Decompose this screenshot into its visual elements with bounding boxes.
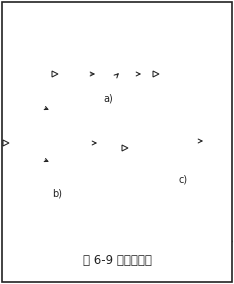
Polygon shape <box>122 145 128 151</box>
Bar <box>151 116 165 124</box>
Bar <box>168 129 188 153</box>
Bar <box>151 145 165 151</box>
Bar <box>40 165 54 173</box>
Circle shape <box>192 131 212 151</box>
Polygon shape <box>153 71 159 77</box>
Circle shape <box>86 133 106 153</box>
Text: 图 6-9 气马达回路: 图 6-9 气马达回路 <box>83 254 151 268</box>
Circle shape <box>130 64 150 84</box>
Bar <box>151 158 165 166</box>
Text: a): a) <box>103 93 113 103</box>
Text: b): b) <box>52 188 62 198</box>
Bar <box>86 78 100 87</box>
Bar <box>86 70 100 78</box>
Bar <box>40 173 54 181</box>
Bar <box>151 151 165 158</box>
Bar <box>40 121 54 129</box>
Polygon shape <box>3 140 9 146</box>
Text: c): c) <box>179 174 188 185</box>
Polygon shape <box>52 71 58 77</box>
Bar <box>40 157 54 165</box>
Bar <box>40 113 54 121</box>
Bar <box>151 124 165 131</box>
Bar <box>40 105 54 113</box>
Bar <box>86 60 100 70</box>
Bar <box>151 131 165 137</box>
Bar <box>151 137 165 145</box>
